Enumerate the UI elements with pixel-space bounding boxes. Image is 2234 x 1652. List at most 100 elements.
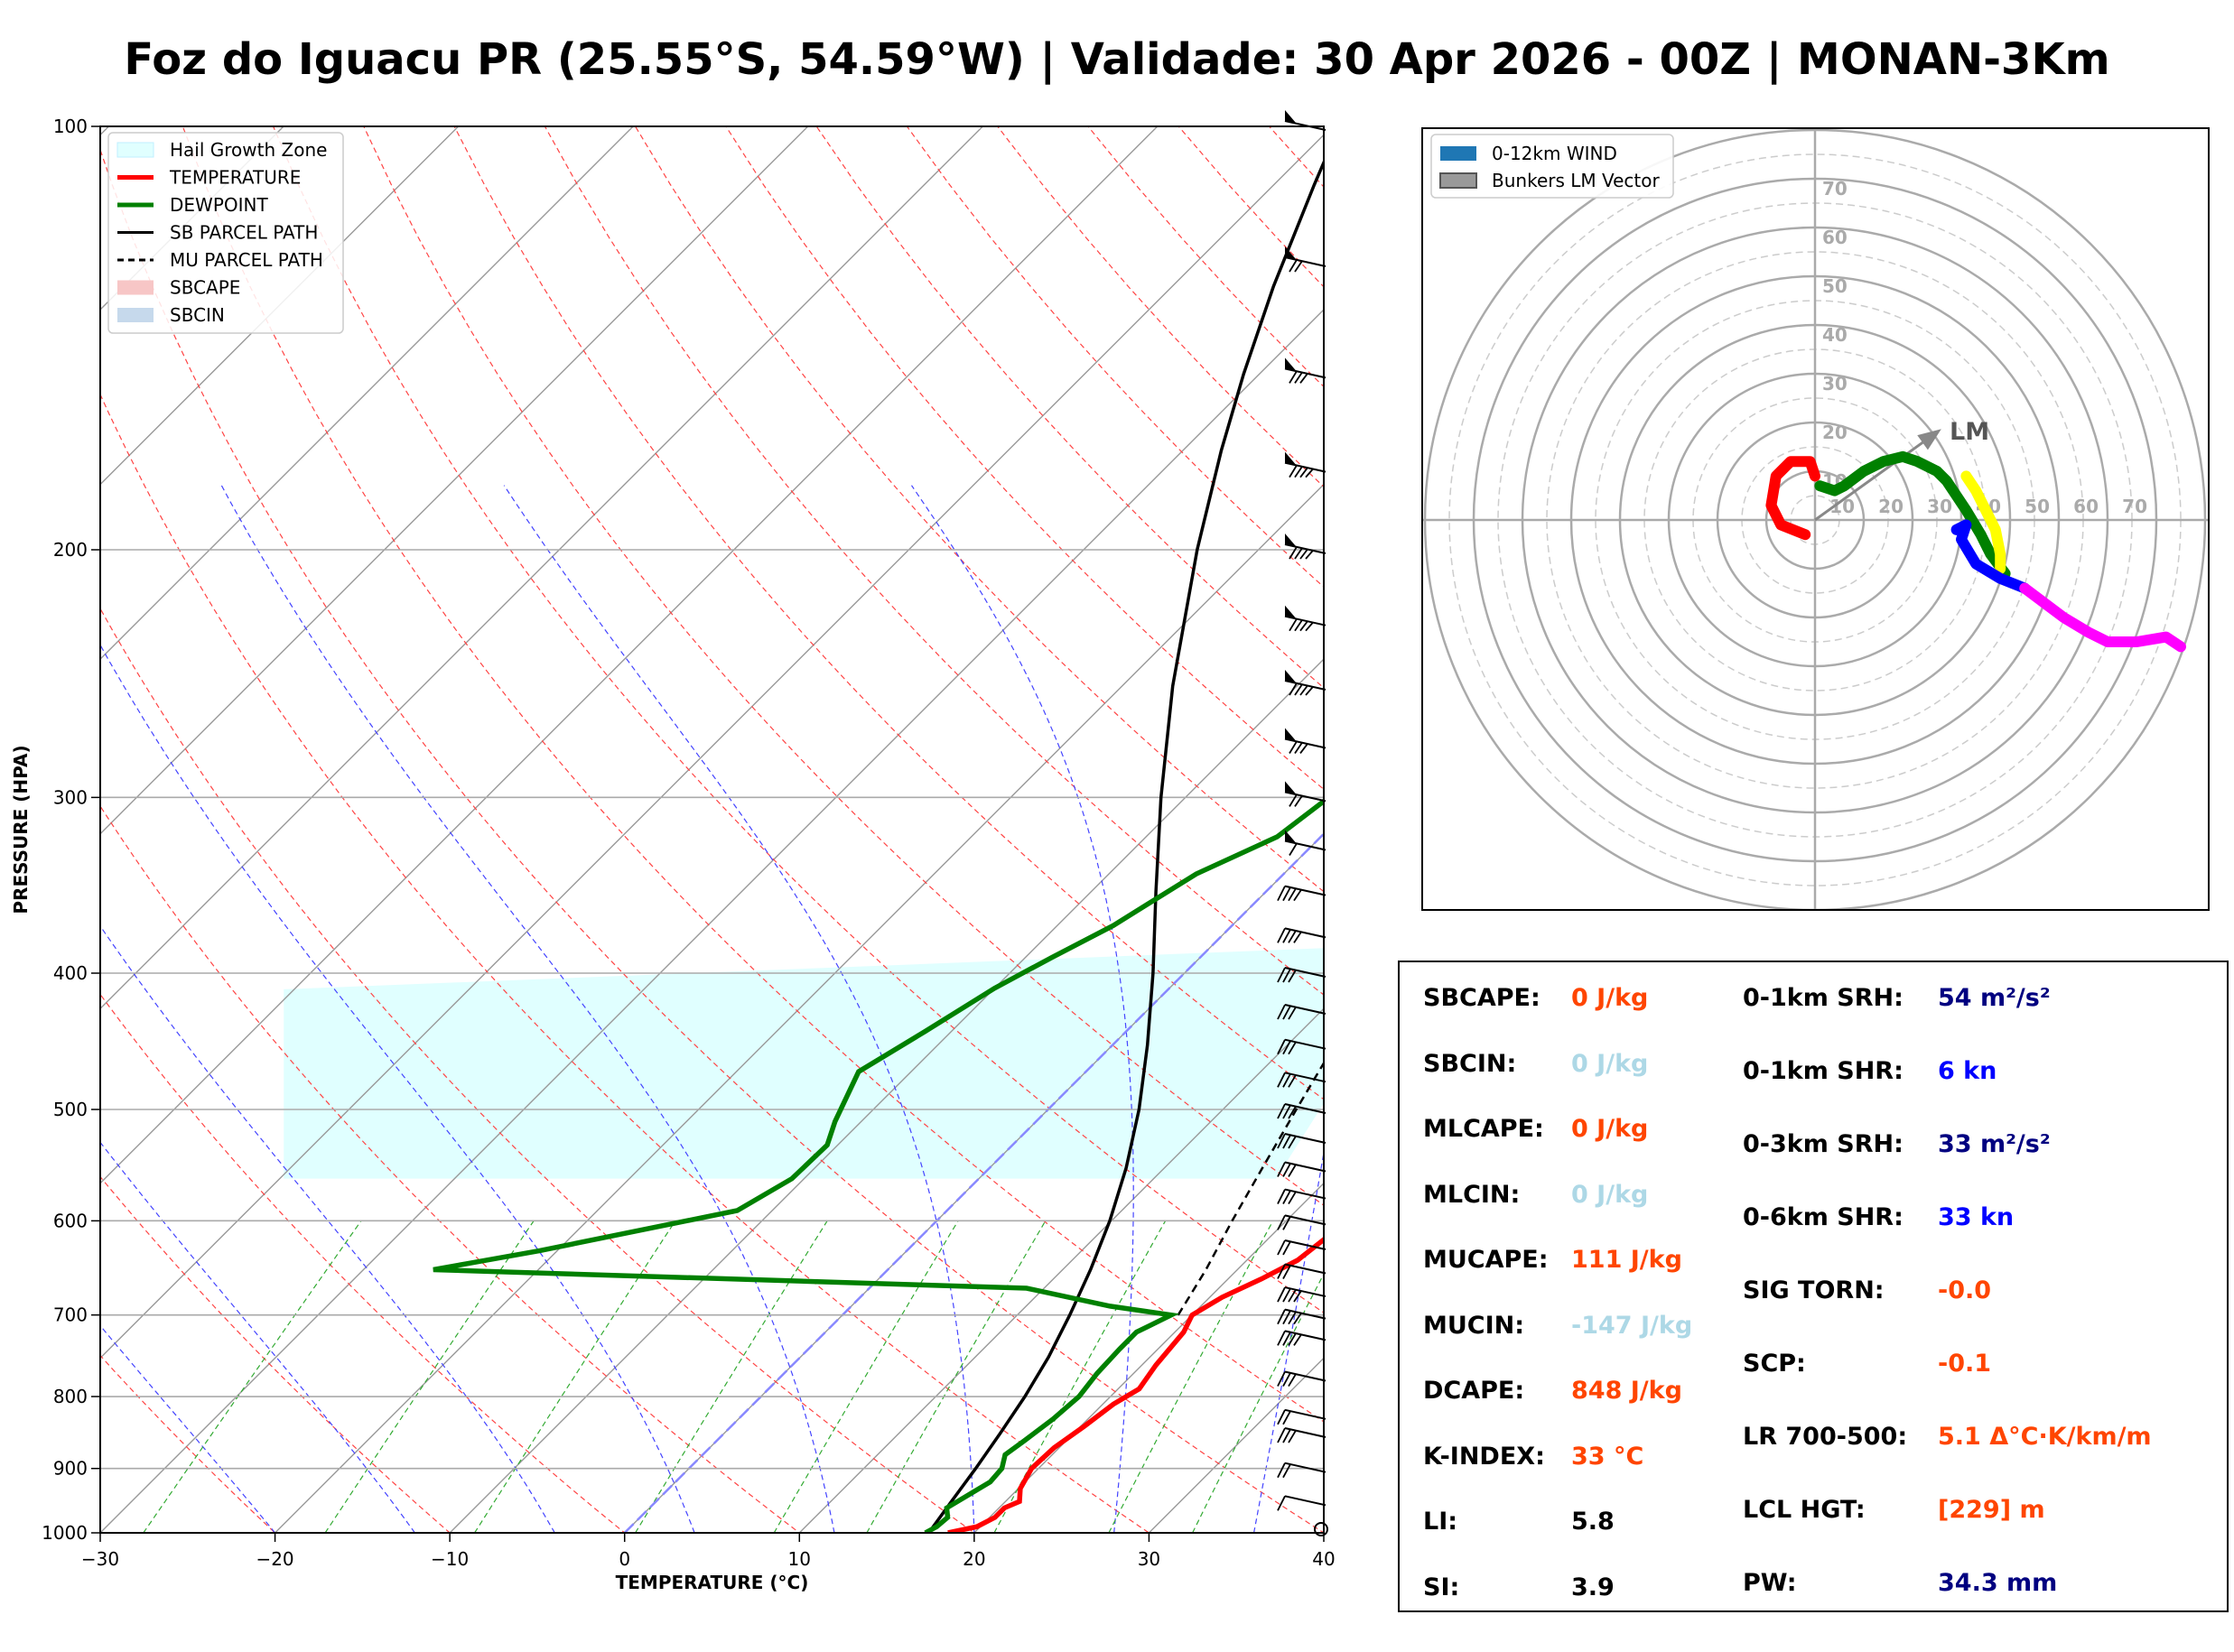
x-axis-label: TEMPERATURE (°C) (616, 1572, 809, 1593)
barb-feather (1294, 683, 1303, 696)
barb-shaft (1284, 367, 1326, 379)
wind-barb (1277, 1239, 1326, 1256)
mixing-ratio-line (1192, 1272, 1324, 1533)
stat-value: 33 °C (1571, 1442, 1644, 1471)
x-tick-label: 0 (619, 1548, 630, 1570)
wind-barb (1284, 605, 1326, 632)
wind-barb (1277, 1133, 1326, 1149)
hodo-segment (1814, 450, 2011, 580)
hodo-segment (1765, 456, 1820, 541)
stat-label: SI: (1423, 1573, 1460, 1601)
wind-barb (1284, 451, 1326, 478)
barb-feather (1288, 887, 1297, 902)
moist-adiabat (100, 644, 695, 1533)
barb-shaft (1284, 1133, 1326, 1144)
barb-feather (1277, 967, 1286, 983)
stat-value: 0 J/kg (1571, 984, 1649, 1012)
barb-feather (1282, 929, 1291, 943)
dry-adiabat (100, 393, 1150, 1533)
barb-feather (1299, 620, 1308, 632)
wind-barb (1277, 1188, 1326, 1205)
hodo-ring-label-x: 70 (2122, 496, 2147, 517)
barb-pennant (1285, 605, 1296, 618)
barb-feather (1277, 927, 1286, 943)
dry-adiabat (725, 126, 1324, 791)
y-tick-label: 800 (53, 1386, 88, 1407)
barb-feather (1293, 1313, 1302, 1325)
hodo-ring-label-y: 30 (1822, 373, 1848, 394)
barb-feather (1282, 1134, 1291, 1149)
barb-feather (1277, 1331, 1286, 1346)
legend-label: MU PARCEL PATH (170, 249, 323, 271)
barb-feather (1282, 886, 1291, 902)
stat-value: 0 J/kg (1571, 1049, 1649, 1078)
isotherm-line (274, 483, 1324, 1533)
mixing-ratio-line (1108, 1220, 1274, 1533)
legend-swatch (116, 142, 154, 158)
lm-vector (1814, 431, 1938, 522)
barb-feather (1288, 1430, 1297, 1443)
stat-value: 33 m²/s² (1938, 1130, 2051, 1158)
barb-feather (1282, 1265, 1291, 1279)
x-tick-label: −10 (431, 1548, 469, 1570)
moist-adiabat (911, 485, 1134, 1533)
wind-barb (1277, 1408, 1326, 1425)
barb-feather (1288, 1074, 1297, 1088)
barb-feather (1277, 1004, 1286, 1020)
isotherm-line (798, 1007, 1324, 1533)
wind-barb (1284, 669, 1326, 696)
stat-label: LR 700-500: (1743, 1423, 1908, 1451)
barb-shaft (1284, 1330, 1326, 1341)
stat-value: 5.1 Δ°C·K/km/m (1938, 1423, 2152, 1451)
barb-feather (1293, 1290, 1302, 1303)
barb-shaft (1284, 1495, 1326, 1507)
hodo-ring-label-x: 60 (2073, 496, 2099, 517)
barb-feather (1294, 372, 1303, 384)
barb-pennant (1285, 830, 1296, 843)
moist-adiabat (220, 485, 835, 1533)
barb-feather (1277, 1214, 1286, 1230)
stat-label: 0-1km SRH: (1743, 984, 1904, 1012)
hodograph-legend: 0-12km WIND Bunkers LM Vector (1430, 134, 1674, 199)
mixing-ratio-line (324, 1220, 535, 1533)
wind-barb (1284, 246, 1326, 273)
skewt-legend: Hail Growth Zone TEMPERATURE DEWPOINT SB PA… (107, 132, 344, 334)
stats-panel: SBCAPE: 0 J/kg SBCIN: 0 J/kg MLCAPE: 0 J/kg ML… (1398, 961, 2229, 1612)
stat-value: 33 kn (1938, 1203, 2015, 1231)
barb-pennant (1285, 357, 1296, 371)
barb-feather (1277, 1286, 1286, 1303)
barb-shaft (1284, 1188, 1326, 1200)
hail-growth-zone (284, 948, 1324, 1179)
stat-value: 34.3 mm (1938, 1569, 2058, 1597)
barb-pennant (1285, 451, 1296, 465)
wind-barb (1284, 534, 1326, 560)
stat-value: [229] m (1938, 1496, 2045, 1524)
stat-label: K-INDEX: (1423, 1442, 1545, 1471)
wind-barb (1277, 1495, 1326, 1511)
hodo-segment (2019, 582, 2186, 653)
x-tick-label: 30 (1138, 1548, 1160, 1570)
legend-label: SBCAPE (170, 277, 240, 299)
barb-feather (1289, 794, 1298, 807)
stat-label: SCP: (1743, 1350, 1806, 1378)
barb-feather (1288, 1164, 1297, 1177)
barb-shaft (1284, 885, 1326, 896)
stat-value: 5.8 (1571, 1508, 1615, 1536)
barb-feather (1289, 842, 1298, 856)
barb-shaft (1284, 1214, 1326, 1226)
wind-barb (1277, 1038, 1326, 1055)
barb-feather (1288, 930, 1297, 943)
barb-feather (1294, 619, 1303, 632)
barb-feather (1288, 1332, 1297, 1346)
barb-feather (1305, 468, 1314, 478)
x-tick-label: 40 (1312, 1548, 1335, 1570)
barb-feather (1299, 548, 1308, 560)
stat-label: 0-1km SHR: (1743, 1057, 1904, 1085)
stat-value: 0 J/kg (1571, 1115, 1649, 1143)
barb-feather (1277, 1133, 1286, 1149)
moist-adiabat (100, 1324, 276, 1533)
barb-shaft (1284, 1370, 1326, 1382)
stat-label: LCL HGT: (1743, 1496, 1866, 1524)
moist-adiabat (100, 924, 555, 1533)
barb-feather (1288, 1289, 1297, 1303)
